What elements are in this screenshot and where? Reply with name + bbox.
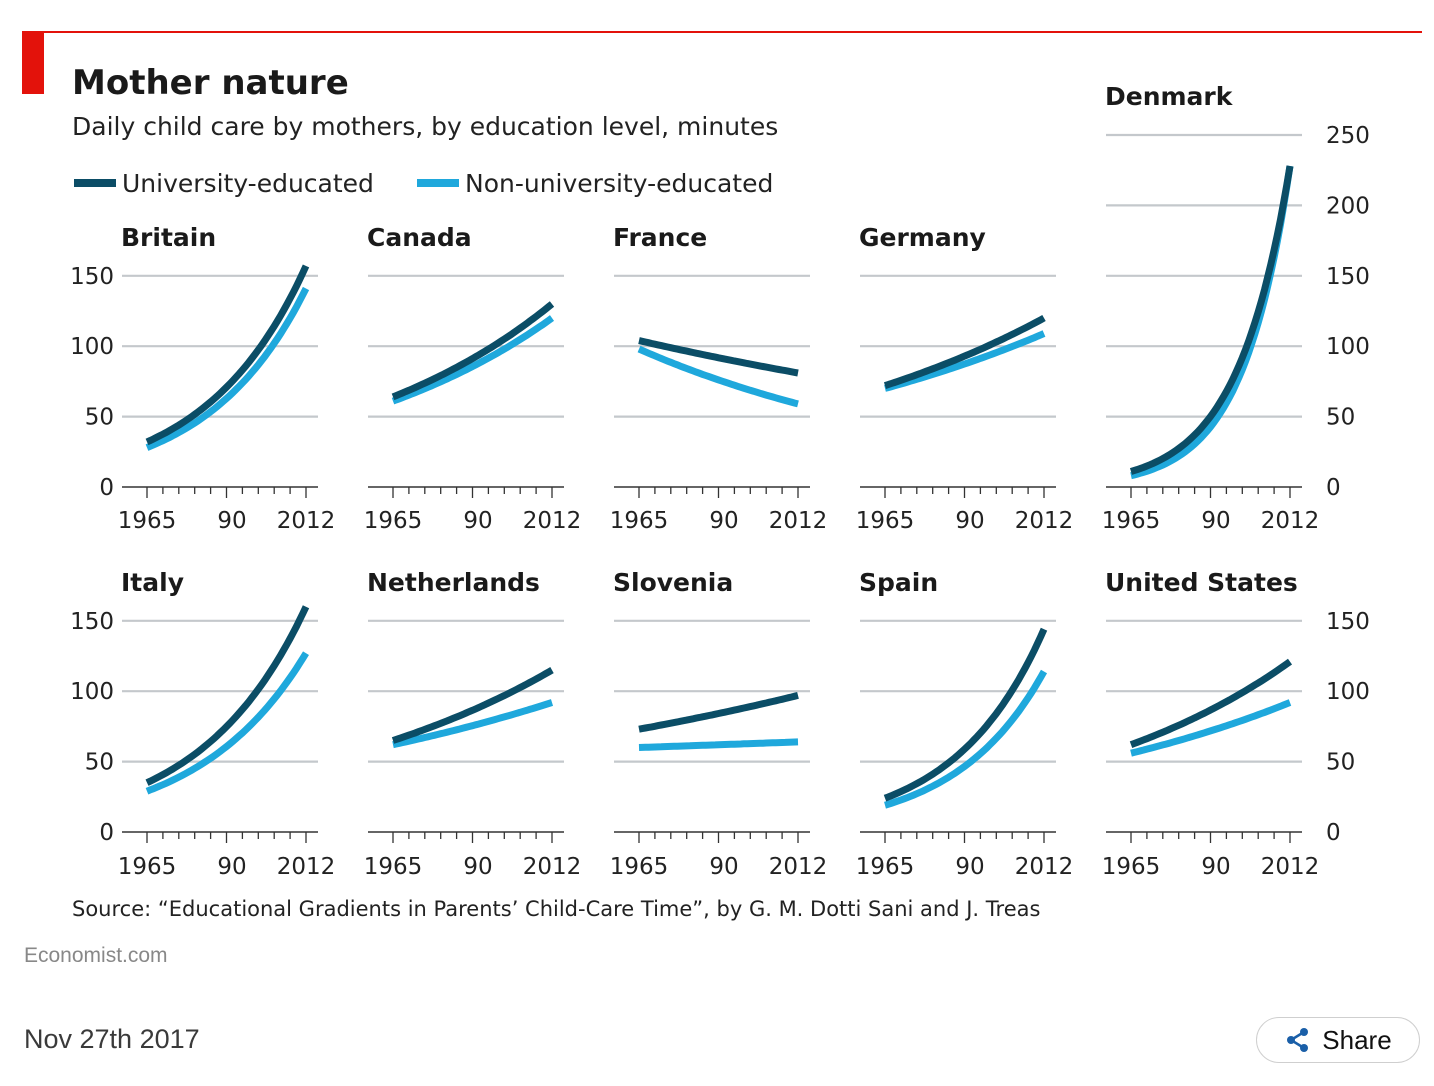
series-line-canada-university <box>391 301 555 401</box>
brand-text: Economist.com <box>24 944 168 967</box>
x-tick-label-italy-1: 90 <box>217 854 246 880</box>
y-tick-label-denmark-250: 250 <box>1326 123 1370 149</box>
x-tick-label-spain-2: 2012 <box>1015 854 1074 880</box>
x-tick-label-spain-0: 1965 <box>856 854 915 880</box>
series-line-germany-non-university <box>884 330 1046 392</box>
x-tick-label-united-states-1: 90 <box>1201 854 1230 880</box>
x-tick-label-slovenia-2: 2012 <box>769 854 828 880</box>
y-tick-label-britain-100: 100 <box>70 334 114 360</box>
y-tick-label-united-states-150: 150 <box>1326 609 1370 635</box>
series-line-canada-non-university <box>391 315 555 405</box>
series-line-netherlands-university <box>391 667 554 744</box>
x-tick-label-germany-2: 2012 <box>1015 508 1074 534</box>
series-line-france-non-university <box>637 345 799 408</box>
panel-title-germany: Germany <box>859 223 986 252</box>
series-line-denmark-non-university <box>1130 165 1294 480</box>
y-tick-label-denmark-0: 0 <box>1326 475 1341 501</box>
x-tick-label-netherlands-2: 2012 <box>523 854 582 880</box>
x-tick-label-spain-1: 90 <box>955 854 984 880</box>
panel-title-spain: Spain <box>859 568 938 597</box>
share-label: Share <box>1322 1024 1392 1055</box>
y-tick-label-italy-50: 50 <box>85 750 114 776</box>
y-tick-label-denmark-50: 50 <box>1326 405 1355 431</box>
x-tick-label-united-states-2: 2012 <box>1261 854 1320 880</box>
y-tick-label-united-states-50: 50 <box>1326 750 1355 776</box>
y-tick-label-britain-0: 0 <box>99 475 114 501</box>
x-tick-label-denmark-0: 1965 <box>1102 508 1161 534</box>
chart-title: Mother nature <box>72 63 349 103</box>
source-note: Source: “Educational Gradients in Parent… <box>72 897 1040 921</box>
x-tick-label-canada-1: 90 <box>463 508 492 534</box>
y-tick-label-britain-50: 50 <box>85 405 114 431</box>
x-tick-label-united-states-0: 1965 <box>1102 854 1161 880</box>
panel-title-france: France <box>613 223 707 252</box>
top-rule <box>22 31 1422 33</box>
x-tick-label-canada-2: 2012 <box>523 508 582 534</box>
series-line-france-university <box>638 337 799 377</box>
x-tick-label-france-1: 90 <box>709 508 738 534</box>
x-tick-label-denmark-2: 2012 <box>1261 508 1320 534</box>
x-tick-label-britain-0: 1965 <box>118 508 177 534</box>
x-tick-label-france-0: 1965 <box>610 508 669 534</box>
y-tick-label-denmark-150: 150 <box>1326 264 1370 290</box>
y-tick-label-britain-150: 150 <box>70 264 114 290</box>
x-tick-label-slovenia-1: 90 <box>709 854 738 880</box>
y-tick-label-italy-100: 100 <box>70 679 114 705</box>
y-tick-label-united-states-0: 0 <box>1326 820 1341 846</box>
series-line-slovenia-university <box>638 692 799 733</box>
x-tick-label-slovenia-0: 1965 <box>610 854 669 880</box>
legend-label-non-university: Non-university-educated <box>465 169 773 198</box>
x-tick-label-france-2: 2012 <box>769 508 828 534</box>
series-line-spain-university <box>883 627 1048 802</box>
x-tick-label-germany-1: 90 <box>955 508 984 534</box>
x-tick-label-germany-0: 1965 <box>856 508 915 534</box>
panel-title-slovenia: Slovenia <box>613 568 733 597</box>
series-line-denmark-university <box>1129 165 1294 475</box>
y-tick-label-italy-0: 0 <box>99 820 114 846</box>
series-line-slovenia-non-university <box>638 738 799 751</box>
x-tick-label-netherlands-0: 1965 <box>364 854 423 880</box>
y-tick-label-italy-150: 150 <box>70 609 114 635</box>
panel-title-britain: Britain <box>121 223 216 252</box>
x-tick-label-italy-0: 1965 <box>118 854 177 880</box>
panel-title-italy: Italy <box>121 568 184 597</box>
red-tag <box>22 31 44 94</box>
x-tick-label-netherlands-1: 90 <box>463 854 492 880</box>
y-tick-label-denmark-100: 100 <box>1326 334 1370 360</box>
legend-swatch-university <box>74 179 116 187</box>
chart-subtitle: Daily child care by mothers, by educatio… <box>72 112 778 141</box>
legend-swatch-non-university <box>417 179 459 187</box>
publish-date: Nov 27th 2017 <box>24 1024 200 1054</box>
panel-title-denmark: Denmark <box>1105 82 1234 111</box>
panel-title-netherlands: Netherlands <box>367 568 540 597</box>
series-line-italy-non-university <box>145 651 309 795</box>
y-tick-label-united-states-100: 100 <box>1326 679 1370 705</box>
series-line-italy-university <box>145 605 310 786</box>
series-line-netherlands-non-university <box>392 699 554 749</box>
series-line-united-states-university <box>1129 658 1293 748</box>
x-tick-label-canada-0: 1965 <box>364 508 423 534</box>
series-line-spain-non-university <box>884 669 1048 809</box>
series-line-britain-university <box>145 264 310 446</box>
legend-label-university: University-educated <box>122 169 374 198</box>
series-line-britain-non-university <box>145 286 310 451</box>
panel-title-united-states: United States <box>1105 568 1298 597</box>
series-line-germany-university <box>883 314 1046 389</box>
x-tick-label-denmark-1: 90 <box>1201 508 1230 534</box>
x-tick-label-britain-2: 2012 <box>277 508 336 534</box>
x-tick-label-britain-1: 90 <box>217 508 246 534</box>
share-icon <box>1284 1026 1312 1054</box>
y-tick-label-denmark-200: 200 <box>1326 193 1370 219</box>
share-button[interactable]: Share <box>1256 1017 1420 1063</box>
series-line-united-states-non-university <box>1130 699 1292 757</box>
x-tick-label-italy-2: 2012 <box>277 854 336 880</box>
panel-title-canada: Canada <box>367 223 472 252</box>
